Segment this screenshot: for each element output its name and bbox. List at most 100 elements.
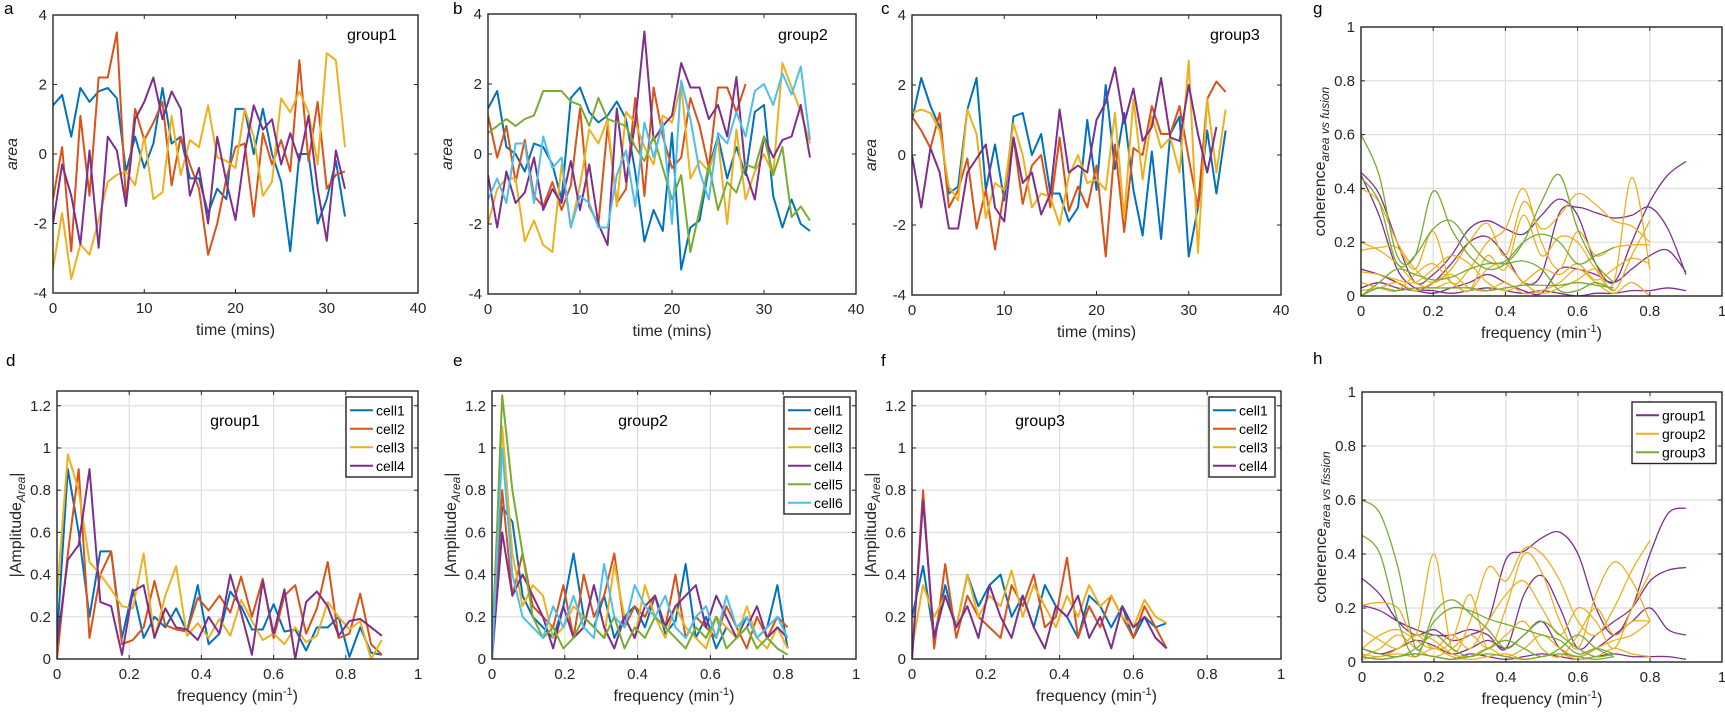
x-tick-label: 40 bbox=[410, 300, 427, 317]
label-text: coherence bbox=[1312, 161, 1329, 236]
label-text: ) bbox=[729, 688, 734, 705]
y-tick-label: -4 bbox=[893, 287, 906, 304]
y-tick-label: 0.2 bbox=[885, 609, 906, 626]
x-tick-label: 0.6 bbox=[263, 666, 284, 683]
y-tick-label: 0.2 bbox=[1335, 600, 1356, 617]
plot-area bbox=[912, 15, 1281, 295]
series-group bbox=[1361, 134, 1687, 296]
legend-item-cell4: cell4 bbox=[350, 458, 405, 474]
y-tick-label: 0.8 bbox=[1334, 73, 1355, 90]
y-tick-label: 0.4 bbox=[1335, 546, 1356, 563]
series-cell2-line bbox=[912, 489, 1168, 659]
label-subscript: Area bbox=[449, 476, 463, 503]
x-tick-label: 0.4 bbox=[627, 666, 648, 683]
label-text: ) bbox=[1597, 691, 1602, 708]
label-subscript: area vs fusion bbox=[1318, 86, 1332, 161]
x-tick-label: 0.2 bbox=[119, 666, 140, 683]
label-superscript: -1 bbox=[1587, 323, 1597, 335]
panel-letter: g bbox=[1313, 0, 1322, 18]
x-tick-label: 0.8 bbox=[1640, 669, 1661, 686]
x-tick-label: 0.4 bbox=[1495, 303, 1516, 320]
axes-box bbox=[911, 390, 1282, 660]
x-tick-label: 10 bbox=[996, 302, 1013, 319]
x-tick-label: 40 bbox=[1273, 302, 1290, 319]
series-1-line bbox=[53, 86, 346, 253]
legend-item-cell3: cell3 bbox=[1213, 439, 1268, 455]
x-tick-label: 0.2 bbox=[1423, 303, 1444, 320]
series-3-curve-4-line bbox=[1361, 281, 1614, 296]
label-text: area bbox=[439, 138, 456, 170]
panel-d: 0 0.2 0.4 0.6 0.8 1 0 0.2 0.4 0.6 0.8 1 1.2 frequency… bbox=[6, 351, 422, 705]
y-tick-label: 0.6 bbox=[30, 524, 51, 541]
y-tick-label: 1 bbox=[43, 440, 51, 457]
x-tick-label: 30 bbox=[1180, 302, 1197, 319]
y-tick-label: 1 bbox=[1348, 384, 1356, 401]
series-group bbox=[492, 394, 789, 659]
label-text: ) bbox=[1152, 688, 1157, 705]
panel-annotation: group3 bbox=[1015, 413, 1065, 430]
y-tick-label: 0.2 bbox=[1334, 234, 1355, 251]
series-cell6-line bbox=[492, 446, 789, 659]
label-text: frequency (min bbox=[1036, 688, 1142, 705]
y-tick-label: 4 bbox=[898, 7, 906, 24]
panel-letter: e bbox=[453, 351, 462, 370]
legend-item-cell1: cell1 bbox=[788, 402, 843, 418]
series-3-curve-2-line bbox=[1361, 177, 1614, 268]
x-axis-label: frequency (min-1) bbox=[1036, 686, 1157, 705]
y-tick-label: 0 bbox=[478, 651, 486, 668]
y-tick-label: 1.2 bbox=[465, 398, 486, 415]
legend-label: cell1 bbox=[1239, 402, 1268, 418]
legend-item-cell6: cell6 bbox=[788, 495, 843, 511]
y-tick-label: 0.6 bbox=[1335, 492, 1356, 509]
panel-letter: f bbox=[881, 351, 886, 370]
y-tick-label: 1 bbox=[478, 440, 486, 457]
y-tick-label: 0 bbox=[43, 651, 51, 668]
y-axis-label: area bbox=[4, 138, 21, 170]
axes-box bbox=[56, 390, 419, 660]
panel-annotation: group1 bbox=[347, 27, 397, 44]
x-axis-label: time (mins) bbox=[1057, 324, 1136, 341]
label-text: time (mins) bbox=[1057, 324, 1136, 341]
legend-label: cell3 bbox=[814, 439, 843, 455]
y-tick-label: 1.2 bbox=[885, 398, 906, 415]
legend-label: cell3 bbox=[1239, 439, 1268, 455]
x-axis-label: frequency (min-1) bbox=[177, 686, 298, 705]
label-text: area bbox=[863, 139, 880, 171]
x-axis-label: time (mins) bbox=[632, 323, 711, 340]
series-group2-curve-3-line bbox=[1362, 572, 1651, 650]
y-tick-label: -2 bbox=[34, 216, 47, 233]
y-axis-label: area bbox=[439, 138, 456, 170]
y-tick-label: 0.8 bbox=[885, 482, 906, 499]
series-group2-curve-6-line bbox=[1362, 647, 1651, 661]
panel-letter: b bbox=[453, 0, 462, 18]
legend-item-cell5: cell5 bbox=[788, 476, 843, 492]
series-group bbox=[488, 30, 811, 271]
x-tick-label: 0.2 bbox=[1424, 669, 1445, 686]
x-tick-label: 30 bbox=[756, 301, 773, 318]
y-tick-label: 0.6 bbox=[885, 524, 906, 541]
legend-label: cell4 bbox=[814, 458, 843, 474]
panel-annotation: group2 bbox=[778, 27, 828, 44]
label-text: coherence bbox=[1313, 528, 1330, 603]
y-axis-label: coherencearea vs fusion bbox=[1312, 86, 1332, 236]
y-tick-label: 0.2 bbox=[465, 609, 486, 626]
series-group3-curve-1-line bbox=[1362, 499, 1615, 655]
plot-area bbox=[53, 15, 418, 293]
label-text: |Amplitude bbox=[443, 502, 460, 577]
legend-label: group3 bbox=[1662, 444, 1706, 460]
y-tick-label: 1.2 bbox=[30, 398, 51, 415]
label-superscript: -1 bbox=[1587, 689, 1597, 701]
x-tick-label: 1 bbox=[852, 666, 860, 683]
series-2-curve-3-line bbox=[1361, 187, 1650, 285]
y-tick-label: 0.8 bbox=[30, 482, 51, 499]
x-tick-label: 0.6 bbox=[1568, 669, 1589, 686]
series-2-curve-4-line bbox=[1361, 254, 1651, 292]
panel-g: 0 0.2 0.4 0.6 0.8 1 0 0.2 0.4 0.6 0.8 1 frequency (m… bbox=[1312, 0, 1725, 342]
label-text: | bbox=[443, 473, 460, 477]
legend-label: cell2 bbox=[814, 421, 843, 437]
x-tick-label: 0.6 bbox=[700, 666, 721, 683]
y-axis-label: |AmplitudeArea| bbox=[8, 473, 28, 578]
panel-a: 0 10 20 30 40 -4 -2 0 2 4 time (mins) area a group1 bbox=[4, 0, 426, 339]
series-cell4-line bbox=[57, 468, 383, 659]
y-tick-label: 0.4 bbox=[465, 567, 486, 584]
